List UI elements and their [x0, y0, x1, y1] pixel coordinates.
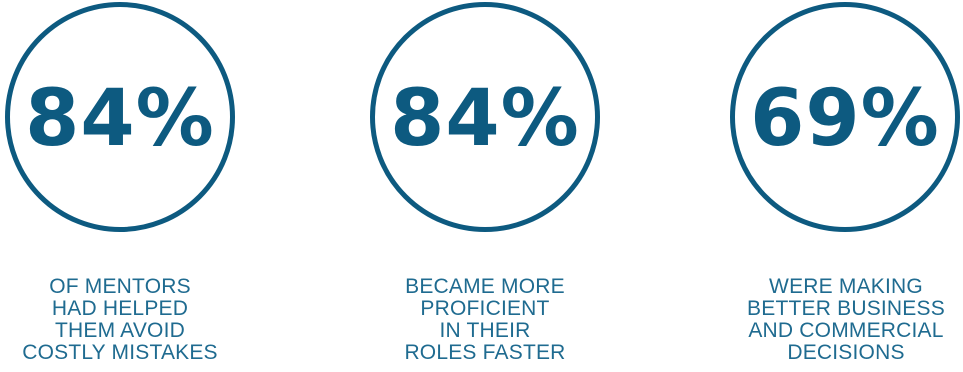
stat-caption-line: HAD HELPED — [51, 297, 189, 320]
stat-circle: 69% — [730, 2, 960, 232]
stat-caption-line: IN THEIR — [439, 319, 531, 342]
stat-card-decisions: 69% WERE MAKING BETTER BUSINESS AND COMM… — [726, 0, 963, 372]
stat-circle: 84% — [5, 2, 235, 232]
stat-caption: BECAME MORE PROFICIENT IN THEIR ROLES FA… — [365, 276, 605, 364]
stat-card-proficiency: 84% BECAME MORE PROFICIENT IN THEIR ROLE… — [365, 0, 605, 372]
stat-percentage: 69% — [750, 74, 940, 164]
stat-caption-line: AND COMMERCIAL — [748, 319, 944, 342]
stat-card-mistakes: 84% OF MENTORS HAD HELPED THEM AVOID COS… — [0, 0, 240, 372]
stat-caption: OF MENTORS HAD HELPED THEM AVOID COSTLY … — [0, 276, 240, 364]
stat-caption-line: ROLES FASTER — [404, 341, 566, 364]
stat-caption-line: COSTLY MISTAKES — [22, 341, 218, 364]
stat-caption-line: PROFICIENT — [420, 297, 550, 320]
stat-caption: WERE MAKING BETTER BUSINESS AND COMMERCI… — [726, 276, 963, 364]
stat-caption-line: OF MENTORS — [49, 275, 191, 298]
stat-percentage: 84% — [390, 74, 580, 164]
stat-caption-line: BETTER BUSINESS — [747, 297, 945, 320]
stat-percentage: 84% — [25, 74, 215, 164]
stat-caption-line: WERE MAKING — [769, 275, 923, 298]
stat-caption-line: THEM AVOID — [55, 319, 185, 342]
stat-circle: 84% — [370, 2, 600, 232]
stat-caption-line: BECAME MORE — [405, 275, 565, 298]
stat-caption-line: DECISIONS — [787, 341, 905, 364]
